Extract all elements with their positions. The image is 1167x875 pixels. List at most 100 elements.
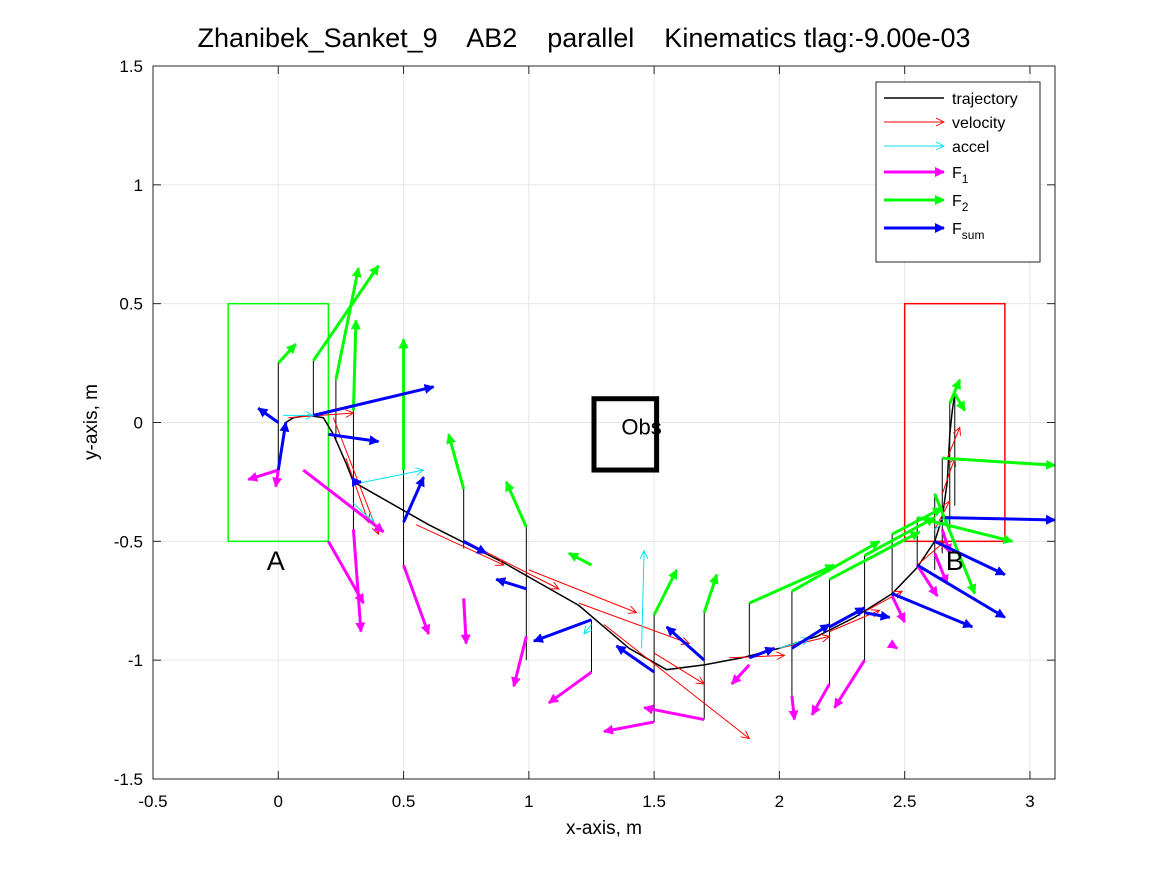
f1-arrow	[810, 683, 831, 716]
fsum-arrow	[532, 618, 592, 643]
f2-arrow	[312, 264, 380, 362]
trajectory-line	[277, 393, 956, 671]
x-tick-label: 1	[524, 792, 533, 811]
fsum-arrow	[828, 606, 866, 629]
f1-arrow	[643, 704, 705, 722]
fsum-arrow	[791, 623, 831, 650]
f1-arrow	[460, 598, 471, 645]
legend-subscript: sum	[962, 228, 985, 242]
y-tick-label: 0	[134, 414, 143, 433]
fsum-arrow	[495, 577, 527, 591]
velocity-arrow	[415, 524, 504, 565]
f2-arrow	[828, 530, 921, 581]
velocity-arrow	[603, 624, 749, 739]
f1-arrow	[890, 595, 907, 624]
f2-arrow	[942, 456, 1056, 470]
f2-arrow	[891, 506, 944, 536]
chart-title: Zhanibek_Sanket_9 AB2 parallel Kinematic…	[198, 23, 971, 53]
f2-arrow	[948, 378, 962, 405]
fsum-arrow	[462, 540, 488, 555]
fsum-arrow	[328, 432, 380, 446]
f2-arrow	[504, 481, 528, 528]
velocity-arrow	[578, 602, 689, 643]
fsum-arrow	[665, 625, 706, 662]
x-tick-label: 0	[274, 792, 283, 811]
f1-arrow	[547, 670, 593, 705]
x-tick-label: 0.5	[392, 792, 416, 811]
accel-arrow	[353, 470, 423, 485]
fsum-arrow	[276, 421, 290, 471]
x-tick-label: 2.5	[893, 792, 917, 811]
plot-area: A B Obs	[227, 264, 1056, 739]
y-tick-label: -1	[128, 651, 143, 670]
y-tick-label: -1.5	[114, 770, 143, 789]
axis-ticks: -0.5 0 0.5 1 1.5 2 2.5 3 -1.5 -1 -0.5 0 0.5 1 1.5	[114, 57, 1055, 811]
fsum-arrow	[916, 563, 1006, 619]
fsum-arrow	[864, 610, 891, 621]
f1-arrow	[247, 468, 279, 482]
velocity-arrow	[288, 413, 353, 419]
f1-arrow	[511, 636, 528, 688]
legend-subscript: 2	[962, 200, 969, 214]
fsum-arrow	[934, 539, 1006, 576]
f2-arrow	[916, 516, 1014, 545]
f2-arrow	[334, 267, 362, 381]
f1-arrow	[730, 663, 751, 685]
obstacle-label: Obs	[621, 414, 661, 439]
start-region-a	[227, 302, 330, 543]
f1-arrow	[327, 540, 365, 604]
f1-arrow	[402, 564, 431, 635]
f1-arrow	[603, 720, 655, 735]
legend-label-trajectory: trajectory	[952, 91, 1018, 108]
velocity-arrow	[653, 652, 704, 684]
y-tick-label: 1	[134, 176, 143, 195]
f2-arrow	[568, 551, 593, 567]
fsum-arrow	[615, 644, 655, 674]
x-tick-label: 1.5	[642, 792, 666, 811]
accel-arrow	[642, 551, 645, 649]
fsum-arrow	[748, 646, 776, 660]
f1-arrow	[833, 659, 866, 709]
f1-arrow	[886, 639, 898, 650]
f2-arrow	[446, 433, 466, 490]
accel-arrow	[353, 502, 373, 522]
f1-arrow	[915, 564, 939, 597]
f1-arrow	[351, 529, 366, 633]
f2-arrow	[652, 568, 679, 616]
y-tick-label: 0.5	[119, 295, 143, 314]
velocity-arrow	[478, 548, 559, 588]
fsum-arrow	[313, 384, 435, 417]
f2-arrow	[953, 393, 967, 412]
velocity-arrow	[946, 427, 960, 459]
accel-arrow	[584, 624, 592, 635]
f2-arrow	[350, 319, 361, 411]
f1-arrow	[788, 695, 799, 721]
f2-arrow	[933, 493, 977, 595]
f2-arrow	[277, 343, 297, 365]
f2-arrow	[863, 516, 936, 557]
f1-arrow	[302, 468, 385, 534]
velocity-arrow	[941, 458, 955, 494]
fsum-arrow	[891, 592, 974, 629]
y-tick-label: -0.5	[114, 532, 143, 551]
x-tick-label: 3	[1025, 792, 1034, 811]
velocity-arrow	[528, 569, 637, 613]
fsum-arrow	[944, 514, 1056, 525]
region-a-label: A	[267, 546, 285, 576]
legend-label-accel: accel	[952, 139, 989, 156]
fsum-arrow	[257, 407, 280, 424]
x-tick-label: 2	[775, 792, 784, 811]
legend-subscript: 1	[962, 172, 969, 186]
y-tick-label: 1.5	[119, 57, 143, 76]
obstacle-box	[591, 396, 660, 473]
x-tick-label: -0.5	[138, 792, 167, 811]
f2-arrow	[748, 563, 836, 605]
y-axis-label: y-axis, m	[81, 384, 102, 460]
x-axis-label: x-axis, m	[566, 818, 642, 839]
fsum-arrow	[402, 476, 425, 523]
velocity-arrow	[779, 636, 829, 649]
f1-arrow	[272, 469, 283, 488]
legend-label-velocity: velocity	[952, 115, 1005, 132]
